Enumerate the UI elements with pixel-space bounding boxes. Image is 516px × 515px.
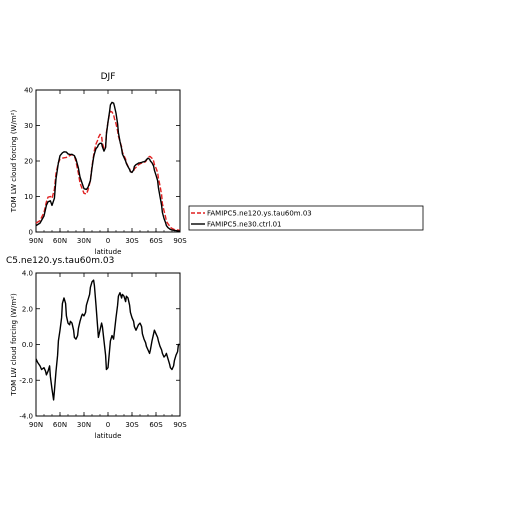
x-tick-label: 90N — [29, 421, 43, 429]
series-line-1 — [35, 101, 180, 232]
x-tick-label: 60N — [53, 237, 67, 245]
x-tick-label: 90S — [173, 421, 187, 429]
x-tick-label: 90S — [173, 237, 187, 245]
y-tick-label: 30 — [24, 122, 33, 130]
y-axis-label: TOM LW cloud forcing (W/m²) — [10, 293, 18, 397]
plot-frame — [35, 89, 181, 233]
x-tick-label: 60S — [149, 237, 163, 245]
chart-djf-comparison: DJF 90N 60N 30N 0 30S 60S 90S 0 10 20 30 40 latitude T… — [10, 72, 187, 256]
y-tick-label: 10 — [24, 193, 33, 201]
y-tick-label: 0.0 — [22, 341, 33, 349]
y-tick-label: 20 — [24, 158, 33, 166]
legend-box — [188, 205, 424, 231]
series-line-0 — [35, 279, 180, 401]
chart-title: DJF — [101, 72, 116, 82]
x-tick-label: 0 — [106, 237, 110, 245]
y-tick-label: 4.0 — [22, 270, 33, 278]
x-tick-label: 30S — [125, 237, 139, 245]
x-tick-label: 90N — [29, 237, 43, 245]
x-axis-label: latitude — [95, 248, 122, 256]
y-axis-label: TOM LW cloud forcing (W/m²) — [10, 110, 18, 214]
legend: FAMIPC5.ne120.ys.tau60m.03 FAMIPC5.ne30.c… — [188, 205, 424, 231]
y-tick-label: 40 — [24, 87, 33, 95]
y-tick-label: 0 — [29, 229, 33, 237]
legend-label-1: FAMIPC5.ne30.ctrl.01 — [207, 221, 282, 229]
y-tick-label: -4.0 — [19, 413, 33, 421]
chart-title: C5.ne120.ys.tau60m.03 — [6, 256, 114, 266]
legend-label-0: FAMIPC5.ne120.ys.tau60m.03 — [207, 210, 312, 218]
x-tick-label: 60N — [53, 421, 67, 429]
chart-difference: C5.ne120.ys.tau60m.03 90N 60N 30N 0 30S 60S 90S… — [6, 256, 187, 440]
x-axis-label: latitude — [95, 432, 122, 440]
y-tick-label: -2.0 — [19, 377, 33, 385]
x-tick-label: 60S — [149, 421, 163, 429]
y-tick-label: 2.0 — [22, 305, 33, 313]
x-tick-label: 0 — [106, 421, 110, 429]
x-tick-label: 30N — [77, 237, 91, 245]
x-tick-label: 30N — [77, 421, 91, 429]
x-tick-label: 30S — [125, 421, 139, 429]
